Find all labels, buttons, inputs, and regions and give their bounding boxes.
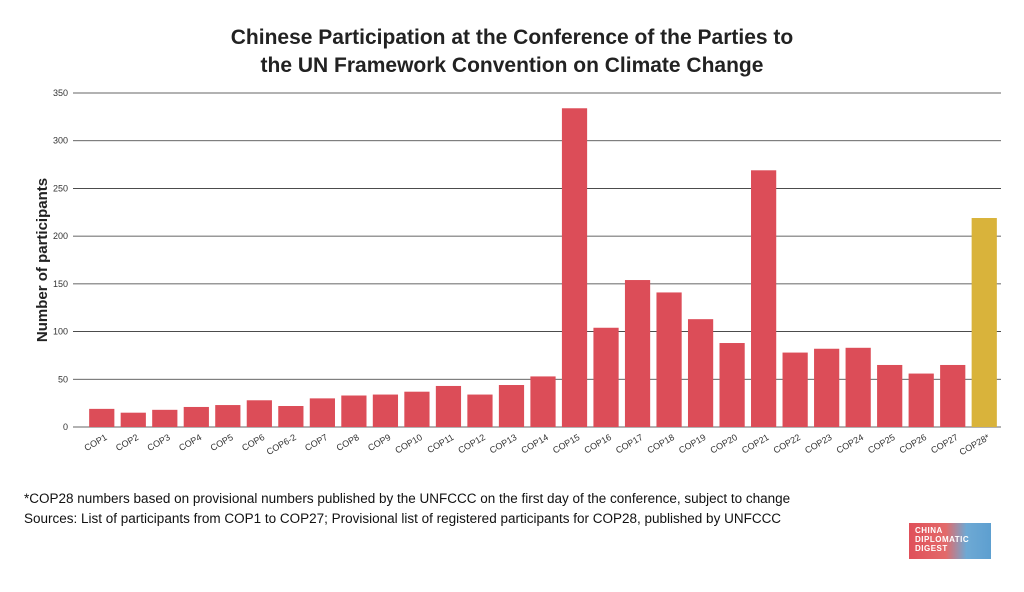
logo-line-1: CHINA (915, 526, 943, 535)
x-tick-label: COP20 (709, 432, 740, 455)
chart-title: Chinese Participation at the Conference … (0, 24, 1024, 80)
x-tick-label: COP4 (177, 432, 203, 453)
x-tick-label: COP21 (740, 432, 771, 455)
x-tick-label: COP10 (393, 432, 424, 455)
x-tick-label: COP12 (456, 432, 487, 455)
bar-cop26 (908, 373, 934, 427)
logo-line-3: DIGEST (915, 544, 948, 553)
bar-cop6 (246, 400, 272, 427)
chart-title-line-2: the UN Framework Convention on Climate C… (260, 54, 764, 77)
x-tick-label: COP1 (83, 432, 109, 453)
bar-cop28 (971, 218, 997, 427)
bar-cop27 (940, 364, 966, 427)
bar-cop3 (152, 409, 178, 427)
bar-cop15 (561, 108, 588, 428)
x-tick-label: COP2 (114, 432, 140, 453)
x-tick-label: COP6-2 (265, 432, 298, 457)
x-tick-label: COP28* (958, 432, 992, 457)
bar-cop1 (89, 408, 115, 427)
bar-chart: 0 50 100 150 200 250 300 350 COP1 COP2 COP3 COP4 CO… (34, 88, 1001, 457)
x-tick-label: COP22 (772, 432, 803, 455)
x-tick-label: COP6 (240, 432, 266, 453)
y-axis-label: Number of participants (34, 178, 51, 342)
bar-cop7 (309, 398, 335, 427)
x-tick-label: COP7 (303, 432, 329, 453)
y-tick-label: 350 (53, 88, 68, 98)
bar-cop19 (687, 319, 714, 427)
bar-cop2 (120, 412, 146, 427)
x-tick-label: COP26 (898, 432, 929, 455)
y-tick-label: 150 (53, 279, 68, 289)
bar-cop18 (656, 292, 682, 427)
x-tick-label: COP13 (488, 432, 519, 455)
bar-cop13 (498, 385, 525, 427)
y-axis-ticks: 0 50 100 150 200 250 300 350 (53, 88, 68, 432)
y-tick-label: 200 (53, 231, 68, 241)
x-tick-label: COP14 (519, 432, 550, 455)
bar-cop8 (341, 395, 367, 427)
x-tick-label: COP16 (582, 432, 613, 455)
x-tick-label: COP11 (425, 432, 455, 455)
x-tick-label: COP25 (866, 432, 897, 455)
bar-cop21 (751, 170, 777, 427)
x-tick-label: COP15 (551, 432, 582, 455)
bar-cop17 (624, 280, 651, 427)
footnote-note: *COP28 numbers based on provisional numb… (24, 491, 791, 506)
x-tick-label: COP5 (209, 432, 235, 453)
y-tick-label: 250 (53, 183, 68, 193)
y-tick-label: 0 (63, 422, 68, 432)
x-tick-label: COP18 (646, 432, 677, 455)
bar-cop6-2 (278, 406, 304, 427)
x-tick-label: COP8 (335, 432, 361, 453)
x-tick-label: COP27 (929, 432, 960, 455)
footnote-sources: Sources: List of participants from COP1 … (24, 511, 782, 526)
bar-cop25 (877, 364, 903, 427)
bar-cop23 (814, 348, 840, 427)
bars (89, 108, 997, 428)
x-tick-label: COP23 (803, 432, 834, 455)
bar-cop14 (530, 376, 556, 427)
bar-cop12 (467, 394, 493, 427)
bar-cop24 (845, 347, 871, 427)
chart-title-line-1: Chinese Participation at the Conference … (230, 26, 794, 49)
y-tick-label: 50 (58, 374, 68, 384)
x-tick-label: COP17 (614, 432, 645, 455)
bar-cop16 (593, 327, 619, 427)
bar-cop5 (215, 405, 241, 427)
x-tick-label: COP19 (677, 432, 708, 455)
bar-cop4 (183, 406, 209, 427)
footnote: *COP28 numbers based on provisional numb… (24, 489, 790, 529)
y-tick-label: 300 (53, 136, 68, 146)
y-tick-label: 100 (53, 327, 68, 337)
x-tick-label: COP3 (146, 432, 172, 453)
x-tick-label: COP24 (835, 432, 866, 455)
china-diplomatic-digest-logo: CHINA DIPLOMATIC DIGEST (909, 523, 991, 559)
bar-cop20 (719, 343, 745, 427)
logo-line-2: DIPLOMATIC (915, 535, 970, 544)
bar-cop11 (435, 385, 462, 427)
bar-cop9 (372, 394, 399, 427)
bar-cop22 (782, 352, 808, 427)
x-tick-label: COP9 (366, 432, 392, 453)
bar-cop10 (404, 391, 430, 427)
